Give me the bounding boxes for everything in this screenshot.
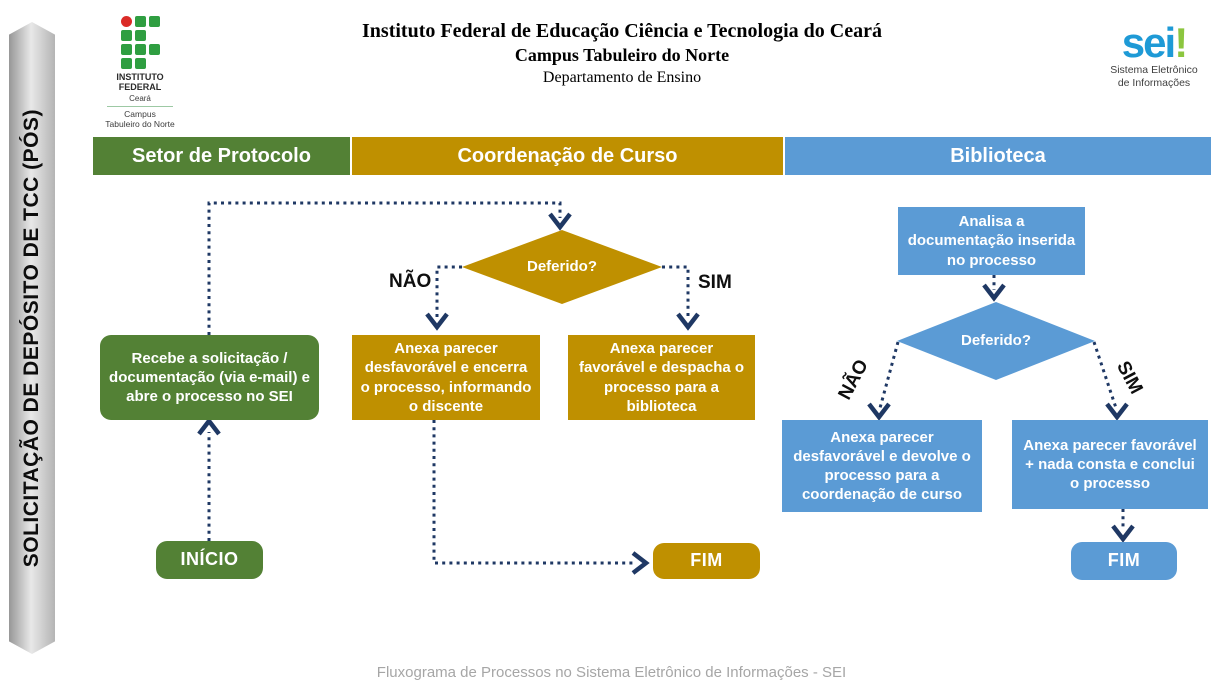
process-anexa-favoravel-coordenacao: Anexa parecer favorável e despacha o pro…	[568, 335, 755, 420]
terminator-inicio: INÍCIO	[156, 541, 263, 579]
process-title-banner: SOLICITAÇÃO DE DEPÓSITO DE TCC (PÓS)	[9, 22, 55, 654]
terminator-fim-biblioteca: FIM	[1071, 542, 1177, 580]
process-anexa-desfavoravel-coordenacao: Anexa parecer desfavorável e encerra o p…	[352, 335, 540, 420]
ifce-name-line2: FEDERAL	[118, 81, 162, 92]
edge-label-nao-coordenacao: NÃO	[389, 271, 432, 292]
edge-decision-coord-nao	[435, 265, 462, 318]
campus-title: Campus Tabuleiro do Norte	[514, 45, 730, 65]
sei-logo: sei! Sistema Eletrônico de Informações	[1096, 19, 1212, 90]
arrowhead-down-into-decision-coord	[548, 212, 572, 231]
ifce-campus-line1: Campus	[124, 108, 156, 119]
edge-label-sim-coordenacao: SIM	[698, 272, 732, 293]
ifce-logo-icon	[120, 16, 160, 69]
footer-caption: Fluxograma de Processos no Sistema Eletr…	[376, 664, 847, 681]
arrowhead-down-into-fim-bib	[1111, 524, 1135, 543]
document-header: Instituto Federal de Educação Ciência e …	[122, 20, 1122, 87]
sei-caption: Sistema Eletrônico de Informações	[1110, 63, 1198, 89]
arrowhead-down-into-gold-yes-box	[676, 312, 700, 331]
arrowhead-down-into-blue-yes-box	[1105, 402, 1129, 421]
process-anexa-favoravel-biblioteca: Anexa parecer favorável + nada consta e …	[1012, 420, 1208, 509]
decision-deferido-coordenacao: Deferido?	[462, 230, 662, 304]
arrowhead-down-into-blue-no-box	[867, 402, 891, 421]
lane-header-setor-de-protocolo: Setor de Protocolo	[93, 137, 350, 175]
ifce-campus-line2: Tabuleiro do Norte	[105, 118, 175, 129]
lane-header-coordenacao-de-curso: Coordenação de Curso	[352, 137, 783, 175]
edge-decision-bib-nao	[878, 341, 900, 409]
process-title: SOLICITAÇÃO DE DEPÓSITO DE TCC (PÓS)	[20, 108, 43, 568]
edge-label-nao-biblioteca: NÃO	[834, 356, 873, 404]
arrowhead-right-into-fim-coord	[631, 551, 650, 575]
decision-deferido-biblioteca: Deferido?	[897, 302, 1095, 380]
edge-gold-no-box-to-fim	[432, 420, 636, 565]
sei-wordmark: sei!	[1121, 19, 1188, 66]
lane-header-biblioteca: Biblioteca	[785, 137, 1211, 175]
terminator-fim-coordenacao: FIM	[653, 543, 760, 579]
edge-label-sim-biblioteca: SIM	[1112, 357, 1147, 398]
arrowhead-up-into-recebe	[197, 417, 221, 436]
institution-title: Instituto Federal de Educação Ciência e …	[362, 20, 882, 42]
process-analisa-documentacao: Analisa a documentação inserida no proce…	[898, 207, 1085, 275]
edge-decision-bib-sim	[1092, 341, 1118, 409]
ifce-region: Ceará	[129, 93, 151, 103]
department-title: Departamento de Ensino	[542, 69, 702, 86]
ifce-divider	[107, 105, 173, 107]
edge-decision-coord-sim	[662, 265, 690, 318]
process-anexa-desfavoravel-biblioteca: Anexa parecer desfavorável e devolve o p…	[782, 420, 982, 512]
arrowhead-down-into-gold-no-box	[425, 312, 449, 331]
ifce-logo: INSTITUTO FEDERAL Ceará Campus Tabuleiro…	[100, 16, 180, 129]
ifce-name-line1: INSTITUTO	[116, 72, 164, 82]
sei-exclamation: !	[1174, 19, 1188, 66]
arrowhead-down-into-decision-bib	[982, 283, 1006, 302]
process-recebe-solicitacao: Recebe a solicitação / documentação (via…	[100, 335, 319, 420]
ifce-logo-dot	[120, 16, 132, 27]
